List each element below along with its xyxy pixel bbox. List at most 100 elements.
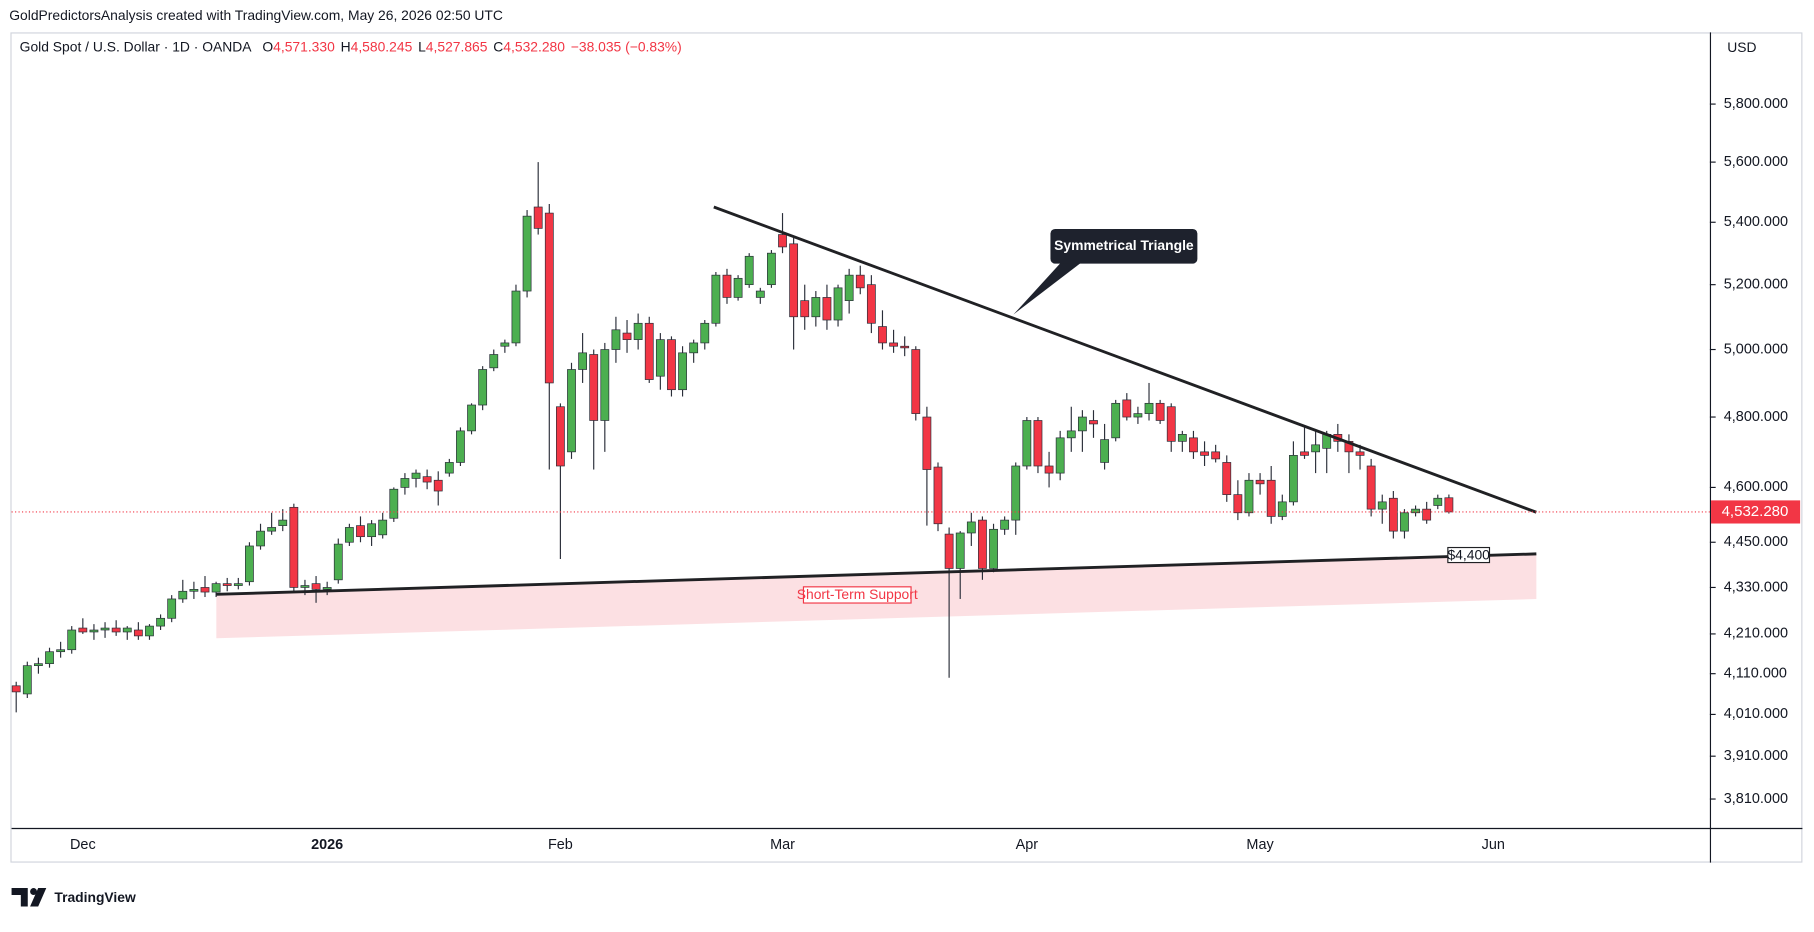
candle-body [1177, 434, 1187, 442]
candle-body [1266, 479, 1276, 517]
legend-value: 4,527.865 [426, 38, 488, 54]
pattern-label: Symmetrical Triangle [1054, 237, 1194, 253]
candle-body [1289, 455, 1298, 503]
candle-body [1255, 479, 1265, 485]
resistance-trendline [713, 205, 1537, 514]
y-tick-label: 4,110.000 [1724, 666, 1787, 682]
x-tick-label: Jun [1482, 837, 1505, 853]
legend-key: L [418, 38, 426, 54]
candle-body [133, 629, 143, 637]
chart-frame [10, 32, 1803, 863]
candle-body [367, 523, 376, 538]
x-tick-label: Apr [1016, 837, 1039, 853]
candle-body [922, 416, 932, 470]
y-tick-label: 3,910.000 [1724, 748, 1788, 764]
candle-body [1000, 519, 1010, 530]
callout-pointer [1013, 261, 1083, 315]
logo-icon [11, 888, 47, 907]
candle-body [1155, 402, 1165, 421]
last-price-label: 4,532.280 [1722, 503, 1789, 520]
legend-change: −38.035 (−0.83%) [571, 38, 682, 54]
candle-body [289, 506, 299, 588]
candle-body [866, 284, 876, 324]
drawings: Symmetrical Triangle Short-Term Support … [216, 205, 1537, 604]
candle-body [378, 519, 388, 536]
candle-body [822, 297, 832, 321]
candle-body [1411, 508, 1420, 514]
legend-key: H [341, 38, 351, 54]
candle-body [1055, 437, 1065, 474]
candle-body [778, 234, 787, 248]
candle-body [1233, 494, 1243, 514]
candle-body [522, 215, 532, 292]
candle-body [45, 651, 54, 665]
candle-body [422, 476, 432, 483]
candle-body [611, 329, 621, 350]
candle-body [267, 527, 277, 532]
candle-body [655, 339, 665, 377]
candle-body [322, 587, 332, 590]
price-label-box [1447, 546, 1491, 564]
y-tick-label: 4,010.000 [1724, 706, 1788, 722]
candle-body [222, 583, 232, 586]
candle-body [467, 404, 476, 432]
candle-body [122, 627, 132, 633]
candle-body [156, 617, 165, 627]
candle-body [1433, 497, 1443, 506]
y-tick-label: 5,800.000 [1724, 96, 1788, 112]
candle-body [67, 629, 77, 651]
support-label: Short-Term Support [797, 586, 918, 602]
candle-body [489, 354, 499, 369]
logo-dot [30, 888, 38, 895]
candle-body [955, 532, 965, 569]
candle-body [167, 598, 177, 619]
candle-body [34, 663, 43, 667]
candle-body [1244, 479, 1254, 514]
candle-body [400, 478, 410, 488]
candle-body [1222, 462, 1232, 495]
candle-body [744, 255, 754, 286]
candle-body [689, 342, 699, 354]
candle-body [1144, 402, 1154, 414]
legend-value: 4,532.280 [503, 38, 565, 54]
candle-body [855, 274, 865, 289]
logo: TradingView [11, 888, 136, 907]
candle-body [333, 543, 343, 581]
candle-body [433, 479, 443, 492]
candle-body [1422, 508, 1432, 521]
candle-body [1166, 406, 1176, 442]
candle-body [211, 583, 221, 593]
candle-body [245, 545, 254, 583]
candle-body [411, 472, 421, 479]
y-tick-label: 4,450.000 [1724, 534, 1788, 550]
candle-body [1044, 465, 1054, 474]
candle-body [1066, 430, 1076, 439]
candle-body [678, 352, 687, 391]
candle-body [1366, 465, 1376, 510]
logo-text: TradingView [54, 889, 136, 905]
candle-body [711, 274, 721, 324]
candle-body [145, 625, 154, 637]
symbol: Gold Spot / U.S. Dollar · 1D · OANDA [20, 38, 253, 54]
candle-body [944, 533, 954, 569]
candle-body [1300, 451, 1309, 456]
candle-body [878, 326, 887, 344]
candle-body [844, 274, 854, 301]
candle-body [456, 430, 465, 463]
candle-body [533, 206, 543, 229]
legend-key: C [493, 38, 503, 54]
candle-body [178, 590, 188, 600]
candle-body [1022, 420, 1032, 467]
candle-body [478, 369, 488, 406]
candle-body [556, 406, 565, 467]
candle-body [811, 297, 821, 318]
candle-body [311, 583, 321, 590]
candle-body [722, 274, 732, 298]
candle-body [1311, 444, 1321, 453]
candle-body [56, 649, 66, 653]
candle-body [1077, 416, 1087, 432]
legend: Gold Spot / U.S. Dollar · 1D · OANDA O4,… [20, 38, 682, 54]
